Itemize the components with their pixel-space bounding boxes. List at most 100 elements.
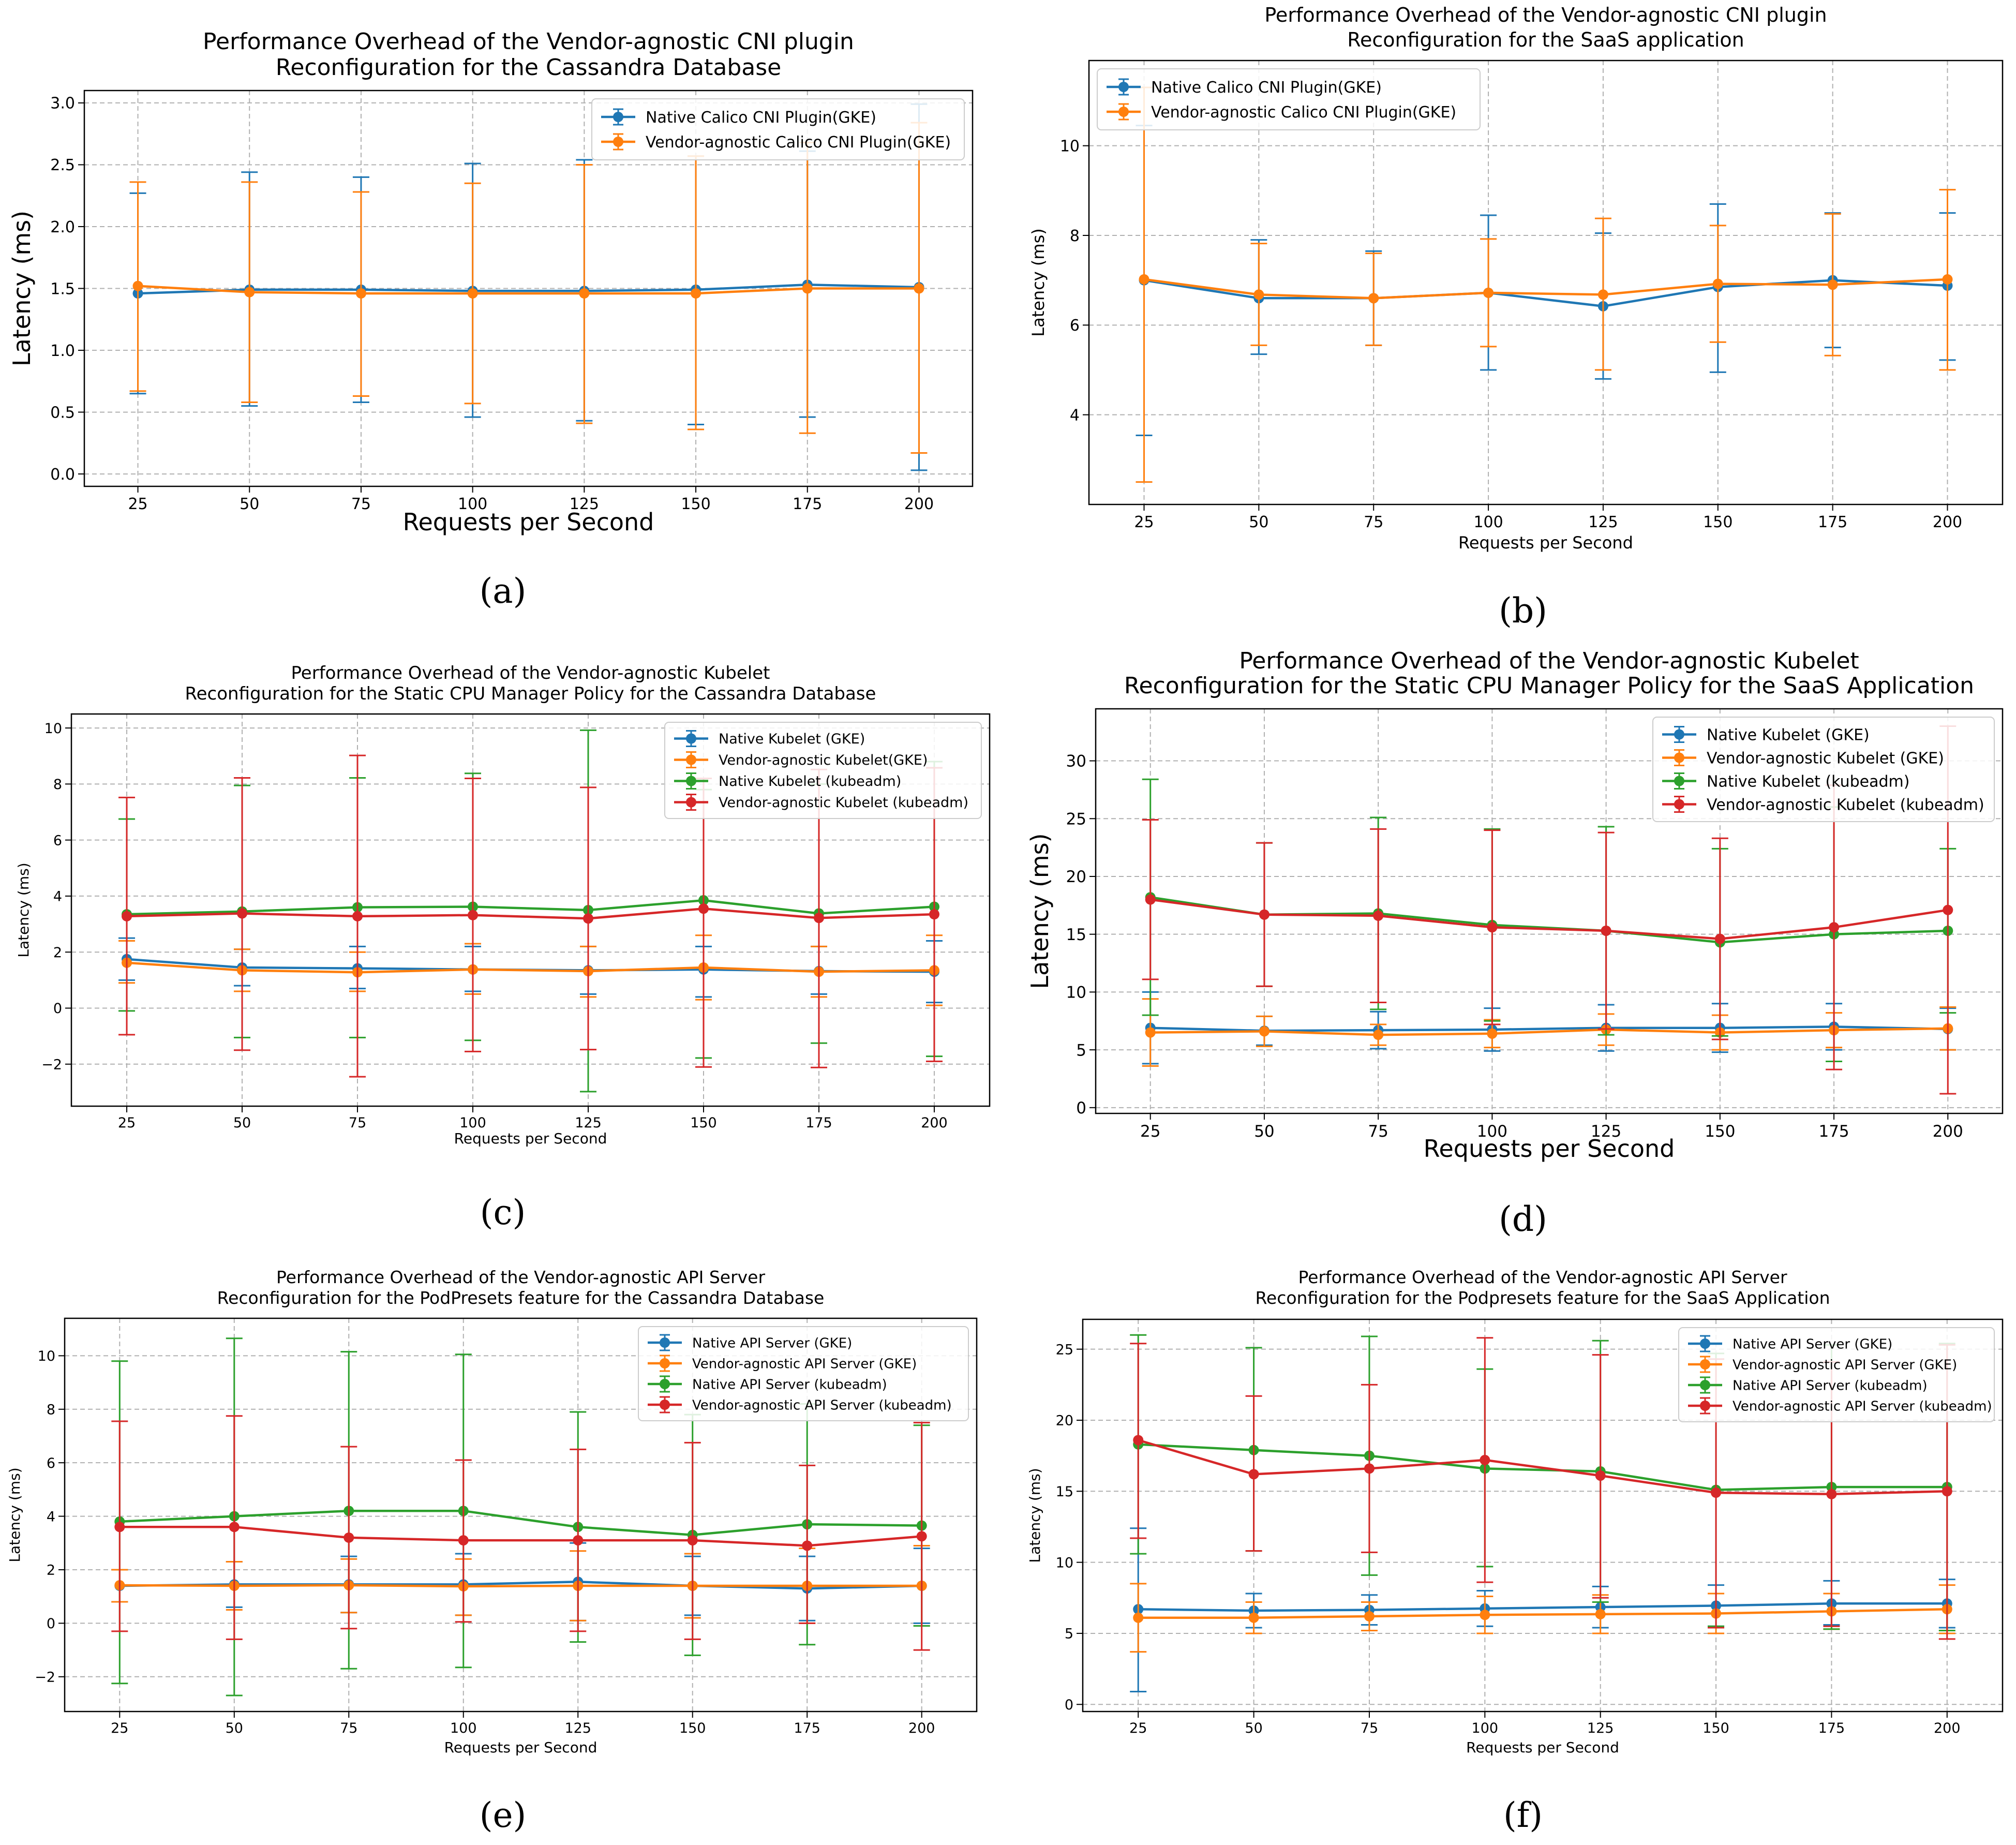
x-tick-label: 150	[1703, 513, 1733, 531]
x-tick-label: 125	[1588, 513, 1618, 531]
data-point	[1597, 289, 1608, 300]
x-tick-label: 200	[908, 1720, 935, 1736]
caption-e: (e)	[479, 1795, 527, 1835]
data-point	[687, 1535, 698, 1546]
y-tick-label: 8	[1070, 227, 1080, 245]
series-line	[1150, 896, 1948, 944]
chart-title-line: Reconfiguration for the Static CPU Manag…	[185, 683, 876, 704]
data-point	[813, 913, 824, 924]
chart-title: Performance Overhead of the Vendor-agnos…	[185, 663, 876, 704]
legend-item: Vendor-agnostic Kubelet (GKE)	[1662, 749, 1944, 767]
legend-item: Native API Server (kubeadm)	[1688, 1376, 1928, 1394]
chart-svg-b: Performance Overhead of the Vendor-agnos…	[1028, 4, 2004, 553]
legend-swatch-marker	[1674, 752, 1684, 763]
y-tick-label: 6	[1070, 317, 1080, 335]
y-tick-label: 20	[1066, 868, 1086, 886]
legend-swatch-marker	[686, 776, 696, 786]
data-point	[229, 1522, 240, 1532]
x-tick-label: 200	[1933, 513, 1962, 531]
x-tick-label: 175	[793, 495, 822, 513]
x-tick-label: 100	[1473, 513, 1503, 531]
y-tick-label: 25	[1066, 810, 1086, 828]
data-point	[698, 903, 709, 914]
data-point	[352, 911, 363, 921]
x-axis-label: Requests per Second	[1424, 1135, 1675, 1163]
data-point	[1373, 910, 1384, 921]
y-tick-label: 4	[47, 1509, 55, 1525]
y-tick-label: 8	[47, 1402, 55, 1418]
data-point	[122, 911, 132, 921]
x-tick-label: 75	[349, 1115, 366, 1131]
y-tick-label: 5	[1076, 1041, 1086, 1060]
legend-label: Native API Server (kubeadm)	[692, 1377, 887, 1392]
y-tick-label: 4	[53, 889, 62, 905]
legend-item: Vendor-agnostic Kubelet(GKE)	[674, 751, 928, 768]
series-line	[126, 907, 935, 920]
series-line	[120, 1526, 922, 1547]
x-axis-label: Requests per Second	[1458, 533, 1633, 553]
legend-swatch-marker	[1700, 1338, 1710, 1349]
legend-swatch-marker	[686, 733, 696, 744]
x-tick-label: 25	[1134, 513, 1154, 531]
x-tick-label: 150	[690, 1115, 717, 1131]
x-tick-label: 175	[1818, 1122, 1849, 1141]
series-line	[126, 961, 935, 974]
legend-item: Vendor-agnostic API Server (GKE)	[1688, 1356, 1957, 1373]
data-point	[914, 283, 924, 294]
series-line	[138, 285, 919, 295]
legend-item: Vendor-agnostic API Server (kubeadm)	[1688, 1397, 1992, 1415]
data-point	[1133, 1435, 1144, 1446]
data-point	[237, 908, 248, 919]
y-axis-label: Latency (ms)	[8, 211, 36, 366]
data-point	[1139, 274, 1149, 285]
y-axis-label: Latency (ms)	[6, 1467, 23, 1562]
y-tick-label: −2	[35, 1670, 55, 1686]
series-3	[1142, 725, 1957, 1095]
x-tick-label: 125	[564, 1720, 591, 1736]
legend-swatch-marker	[686, 797, 696, 808]
data-point	[1364, 1611, 1375, 1621]
y-tick-label: 20	[1056, 1413, 1073, 1429]
chart-svg-e: Performance Overhead of the Vendor-agnos…	[6, 1267, 978, 1756]
legend: Native Kubelet (GKE) Vendor-agnostic Kube…	[1652, 717, 1995, 822]
x-tick-label: 150	[1705, 1122, 1735, 1141]
plot-frame	[70, 713, 991, 1107]
legend-swatch-marker	[660, 1379, 670, 1389]
x-tick-label: 175	[805, 1115, 832, 1131]
series-line	[138, 284, 919, 295]
legend: Native Calico CNI Plugin(GKE) Vendor-agno…	[591, 98, 965, 160]
x-tick-label: 150	[681, 495, 710, 513]
data-point	[1145, 1027, 1156, 1038]
legend-item: Vendor-agnostic API Server (GKE)	[648, 1355, 917, 1372]
legend-label: Vendor-agnostic API Server (GKE)	[1733, 1357, 1957, 1373]
y-tick-label: 25	[1056, 1342, 1073, 1358]
plot-frame	[64, 1317, 978, 1713]
legend: Native API Server (GKE) Vendor-agnostic A…	[1678, 1327, 1995, 1422]
x-tick-label: 50	[1254, 1122, 1274, 1141]
chart-title-line: Performance Overhead of the Vendor-agnos…	[276, 1267, 766, 1287]
x-tick-label: 200	[921, 1115, 948, 1131]
x-tick-label: 50	[1249, 513, 1268, 531]
series-1	[129, 122, 928, 454]
chart-title: Performance Overhead of the Vendor-agnos…	[217, 1267, 825, 1308]
data-point	[1487, 922, 1498, 933]
chart-panel-f: Performance Overhead of the Vendor-agnos…	[1008, 1262, 2016, 1795]
data-point	[1364, 1463, 1375, 1474]
chart-title-line: Reconfiguration for the Podpresets featu…	[1255, 1288, 1830, 1308]
data-point	[1373, 1030, 1384, 1040]
data-point	[468, 910, 479, 920]
y-tick-label: 0.5	[50, 404, 75, 422]
legend-label: Native API Server (GKE)	[692, 1335, 852, 1351]
y-tick-label: 0	[53, 1001, 62, 1017]
legend-item: Vendor-agnostic Kubelet (kubeadm)	[674, 794, 968, 811]
x-tick-label: 75	[1361, 1720, 1378, 1736]
x-tick-label: 100	[458, 495, 487, 513]
x-tick-label: 200	[1933, 1122, 1963, 1141]
series-line	[1138, 1608, 1947, 1619]
y-tick-label: 30	[1066, 752, 1086, 771]
series-line	[1138, 1443, 1947, 1491]
chart-svg-c: Performance Overhead of the Vendor-agnos…	[15, 663, 991, 1147]
data-point	[1714, 933, 1725, 944]
legend-box	[638, 1326, 969, 1421]
chart-title-line: Reconfiguration for the SaaS application	[1347, 28, 1744, 51]
